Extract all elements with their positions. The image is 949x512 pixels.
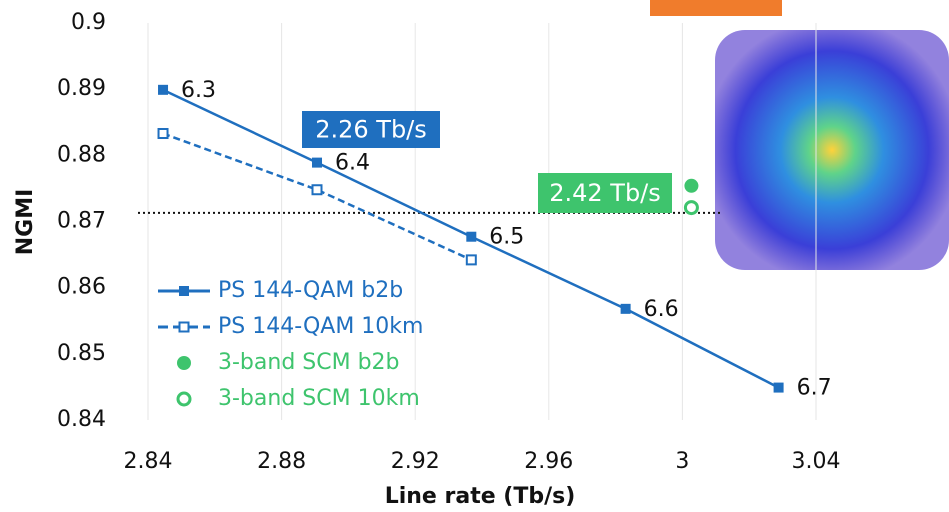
marker [684,178,699,193]
x-tick-label: 2.96 [524,449,573,474]
annotation: 2.26 Tb/s [315,116,427,144]
legend-marker [178,321,190,333]
y-axis-title: NGMI [13,189,38,256]
x-tick-label: 3 [675,449,689,474]
marker [466,231,477,242]
y-tick-label: 0.9 [71,10,106,35]
legend-label: 3-band SCM 10km [218,386,420,411]
plot: 2.84 2.88 2.92 2.96 3 3.04 0.84 0.85 0.86 0.87 0.8… [57,10,840,474]
point-label: 6.6 [644,297,679,322]
point-label: 6.3 [181,78,216,103]
marker [465,254,477,266]
x-tick-label: 2.88 [257,449,306,474]
marker [620,303,631,314]
marker [157,127,169,139]
y-tick-label: 0.86 [57,275,106,300]
legend-marker [179,286,189,296]
point-label: 6.5 [489,225,524,250]
legend-label: PS 144-QAM b2b [218,278,403,303]
legend-marker [177,356,191,370]
annotation-box [538,173,672,213]
annotation-box [302,111,440,148]
marker [158,84,169,95]
series-line [162,132,472,262]
legend-marker [176,391,192,407]
y-tick-label: 0.84 [57,407,106,432]
x-tick-label: 2.84 [124,449,173,474]
y-tick-label: 0.85 [57,341,106,366]
x-tick-label: 2.92 [391,449,440,474]
orange-box [650,0,782,16]
marker [312,157,323,168]
legend-label: 3-band SCM b2b [218,350,400,375]
y-tick-label: 0.88 [57,142,106,167]
marker [683,200,699,216]
annotation: 2.42 Tb/s [549,179,661,207]
x-axis-title: Line rate (Tb/s) [385,484,576,509]
y-tick-label: 0.87 [57,209,106,234]
point-label: 6.7 [797,376,832,401]
marker [311,184,323,196]
legend-label: PS 144-QAM 10km [218,314,423,339]
x-tick-label: 3.04 [792,449,841,474]
marker [773,382,784,393]
constellation-image [715,30,949,270]
y-tick-label: 0.89 [57,76,106,101]
point-label: 6.4 [335,151,370,176]
